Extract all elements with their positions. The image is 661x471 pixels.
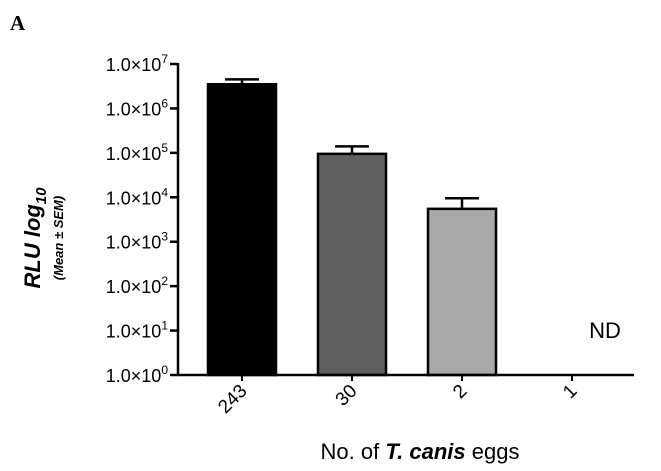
y-tick-label: 1.0×105	[106, 141, 169, 164]
y-tick-exponent: 0	[161, 363, 168, 377]
bar-243	[206, 83, 278, 377]
y-tick-exponent: 1	[161, 319, 168, 333]
y-tick-exponent: 5	[161, 141, 168, 155]
not-detected-label: ND	[589, 318, 621, 343]
y-tick-label: 1.0×106	[106, 96, 169, 119]
y-tick-label: 1.0×107	[106, 52, 169, 75]
bar-30	[316, 152, 388, 377]
y-tick-mantissa: 1.0×10	[106, 99, 162, 119]
y-tick-label: 1.0×100	[106, 363, 169, 386]
x-tick-label: 2	[449, 381, 471, 403]
y-axis-title-main: RLU log	[20, 204, 45, 289]
x-axis-title-prefix: No. of	[321, 439, 386, 464]
x-tick-label: 30	[332, 381, 362, 411]
y-tick-exponent: 6	[161, 96, 168, 110]
y-tick-mantissa: 1.0×10	[106, 188, 162, 208]
y-axis-ticks: 1.0×1001.0×1011.0×1021.0×1031.0×1041.0×1…	[106, 52, 178, 386]
y-axis-subtitle: (Mean ± SEM)	[51, 196, 66, 280]
bar-2	[426, 207, 498, 377]
y-tick-mantissa: 1.0×10	[106, 366, 162, 386]
bars-group: ND	[206, 78, 621, 377]
y-tick-exponent: 4	[161, 185, 168, 199]
y-tick-mantissa: 1.0×10	[106, 277, 162, 297]
x-tick-label: 243	[214, 381, 251, 418]
y-axis-title: RLU log10	[20, 187, 50, 289]
y-tick-label: 1.0×103	[106, 230, 169, 253]
y-axis-title-subscript: 10	[33, 187, 50, 204]
x-axis-tick-labels: 243 30 2 1	[214, 375, 582, 418]
y-tick-mantissa: 1.0×10	[106, 233, 162, 253]
y-tick-exponent: 7	[161, 52, 168, 66]
x-axis-title-suffix: eggs	[466, 439, 520, 464]
y-tick-label: 1.0×102	[106, 274, 169, 297]
x-tick-label: 1	[559, 381, 581, 403]
y-tick-label: 1.0×104	[106, 185, 169, 208]
y-tick-exponent: 2	[161, 274, 168, 288]
y-tick-mantissa: 1.0×10	[106, 55, 162, 75]
y-tick-mantissa: 1.0×10	[106, 144, 162, 164]
y-tick-label: 1.0×101	[106, 319, 169, 342]
x-axis-title-species: T. canis	[385, 439, 465, 464]
y-tick-mantissa: 1.0×10	[106, 322, 162, 342]
x-axis-title: No. of T. canis eggs	[321, 439, 520, 464]
panel-label: A	[10, 11, 26, 35]
y-tick-exponent: 3	[161, 230, 168, 244]
